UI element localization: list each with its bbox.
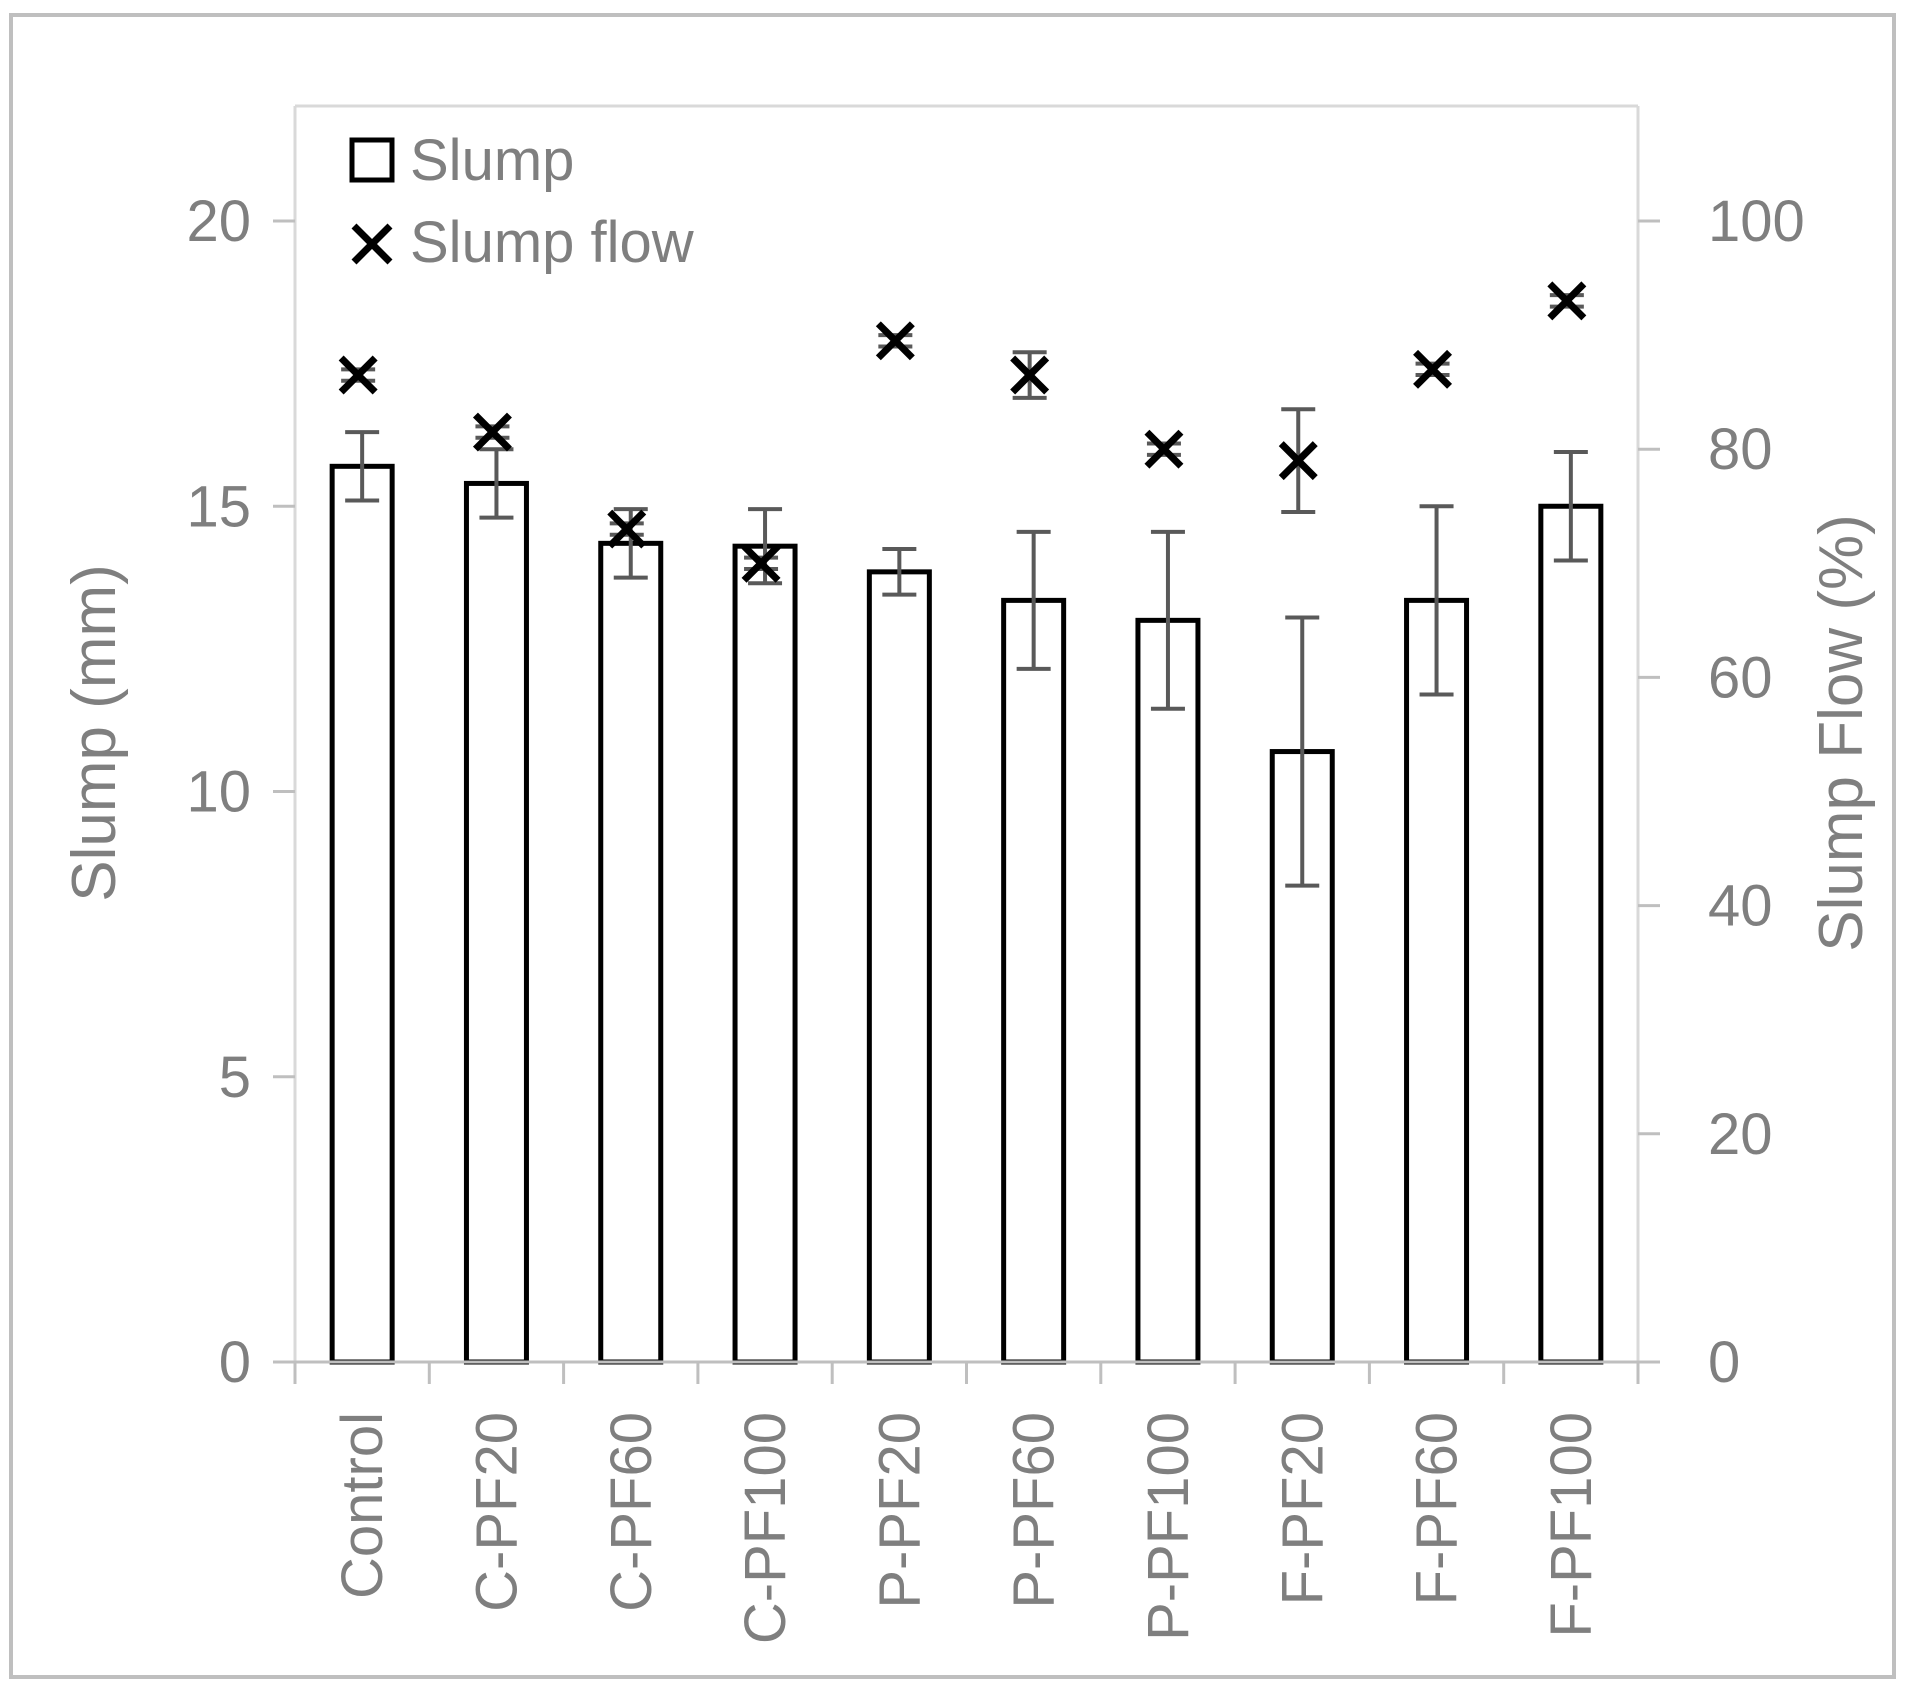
right-tick-label: 100: [1708, 189, 1805, 254]
slump-bar: [866, 569, 932, 1365]
legend-slump-flow-label: Slump flow: [410, 210, 695, 275]
slump-error-bar: [345, 430, 380, 503]
slump-flow-marker-stroke: [338, 355, 378, 395]
category-label: P-PF20: [867, 1412, 932, 1609]
left-tick-label: 5: [219, 1045, 251, 1110]
slump-flow-marker-stroke: [1010, 355, 1050, 395]
slump-error-bar: [1419, 504, 1454, 697]
category-label: F-PF100: [1539, 1412, 1604, 1638]
category-label: P-PF100: [1136, 1412, 1201, 1641]
right-tick-label: 0: [1708, 1330, 1740, 1395]
right-tick-label: 20: [1708, 1102, 1773, 1167]
category-label: C-PF20: [464, 1412, 529, 1612]
category-label: F-PF60: [1405, 1412, 1470, 1605]
left-tick-labels: 0 5 10 15 20: [186, 189, 251, 1395]
slump-bar: [1404, 597, 1470, 1365]
slump-bar: [732, 543, 798, 1365]
legend-slump-swatch-icon: [349, 137, 395, 183]
slump-flow-marker-stroke: [1144, 429, 1184, 469]
slump-bar: [1001, 597, 1067, 1365]
right-tick-labels: 0 20 40 60 80 100: [1708, 189, 1805, 1395]
left-tick-label: 15: [186, 474, 251, 539]
slump-flow-marker: [1413, 349, 1453, 389]
slump-flow-marker: [607, 509, 647, 549]
bar-error-bars-layer: [345, 430, 1588, 888]
slump-error-bar: [882, 547, 917, 597]
slump-error-bar: [1150, 529, 1185, 711]
category-label: F-PF20: [1270, 1412, 1335, 1605]
slump-flow-marker: [875, 321, 915, 361]
slump-bar: [463, 480, 529, 1365]
plot-area: [293, 104, 1640, 1362]
slump-flow-marker-stroke: [1413, 349, 1453, 389]
legend-slump-label: Slump: [410, 128, 574, 193]
slump-flow-marker: [1144, 429, 1184, 469]
flow-markers-layer: [338, 281, 1587, 583]
category-label: P-PF60: [1002, 1412, 1067, 1609]
x-axis-layer: [293, 1360, 1640, 1384]
category-label: C-PF60: [599, 1412, 664, 1612]
slump-flow-marker-stroke: [1278, 441, 1318, 481]
slump-bar: [1538, 503, 1604, 1365]
slump-flow-marker: [1278, 441, 1318, 481]
slump-flow-marker-stroke: [607, 509, 647, 549]
bars-layer: [329, 463, 1604, 1365]
slump-flow-marker-stroke: [472, 412, 512, 452]
slump-flow-marker-stroke: [1547, 281, 1587, 321]
legend-slump-flow-x-icon: [351, 223, 393, 265]
right-tick-label: 40: [1708, 874, 1773, 939]
axis-ticks-layer: [273, 219, 1660, 1364]
category-label: Control: [330, 1412, 395, 1599]
right-tick-label: 60: [1708, 645, 1773, 710]
slump-bar: [329, 463, 395, 1365]
left-tick-label: 0: [219, 1330, 251, 1395]
figure-border: [9, 13, 1896, 1679]
slump-flow-marker-stroke: [741, 543, 781, 583]
left-axis-title: Slump (mm): [60, 564, 129, 902]
slump-error-bar: [1285, 615, 1320, 888]
legend: Slump Slump flow: [349, 128, 695, 275]
slump-bar: [598, 540, 664, 1365]
slump-bar: [1135, 617, 1201, 1365]
slump-error-bar: [1016, 529, 1051, 671]
category-labels: Control C-PF20 C-PF60 C-PF100 P-PF20 P-PF60 P-…: [330, 1412, 1604, 1644]
slump-flow-marker: [1010, 355, 1050, 395]
right-tick-label: 80: [1708, 417, 1773, 482]
slump-flow-marker: [741, 543, 781, 583]
right-axis-title: Slump Flow (%): [1807, 514, 1876, 952]
slump-flow-marker: [338, 355, 378, 395]
category-label: C-PF100: [733, 1412, 798, 1644]
left-tick-label: 20: [186, 189, 251, 254]
slump-flow-marker: [1547, 281, 1587, 321]
slump-flow-marker: [472, 412, 512, 452]
slump-error-bar: [1553, 450, 1588, 563]
left-tick-label: 10: [186, 760, 251, 825]
slump-flow-marker-stroke: [875, 321, 915, 361]
